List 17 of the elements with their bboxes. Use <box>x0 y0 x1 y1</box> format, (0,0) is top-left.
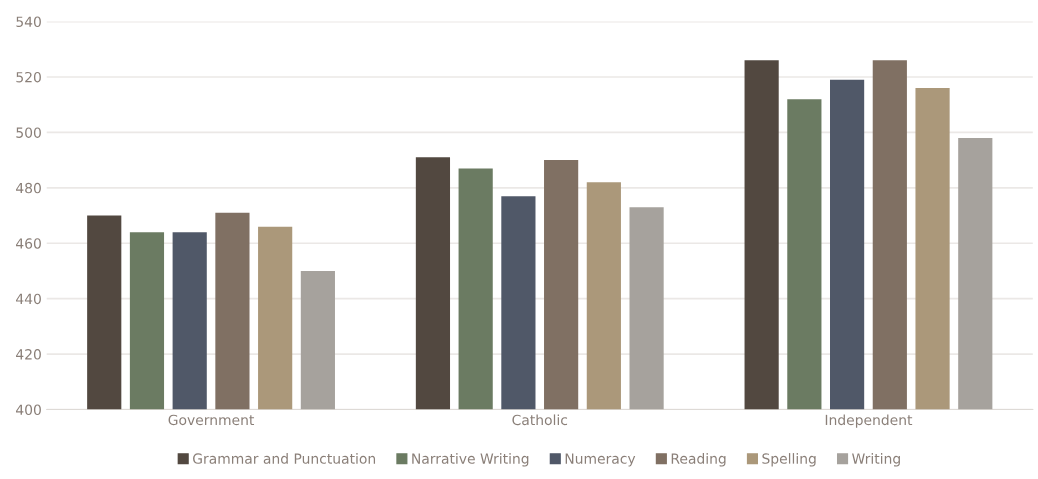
legend-label: Reading <box>671 453 726 467</box>
x-tick-label: Catholic <box>512 414 568 426</box>
legend-label: Writing <box>852 453 900 467</box>
y-tick-label: 480 <box>16 182 41 194</box>
y-tick-label: 460 <box>16 238 41 249</box>
x-tick-label: Government <box>168 414 255 426</box>
legend-label: Numeracy <box>565 453 636 467</box>
legend-label: Narrative Writing <box>412 453 529 467</box>
y-tick-label: 540 <box>16 16 41 28</box>
y-tick-label: 440 <box>16 293 41 305</box>
y-tick-label: 420 <box>16 349 41 360</box>
x-tick-label: Independent <box>825 414 913 428</box>
y-tick-label: 520 <box>16 71 41 83</box>
legend-label: Spelling <box>762 453 816 467</box>
y-tick-label: 500 <box>16 127 41 138</box>
legend-label: Grammar and Punctuation <box>193 453 376 464</box>
y-tick-label: 400 <box>16 404 41 416</box>
